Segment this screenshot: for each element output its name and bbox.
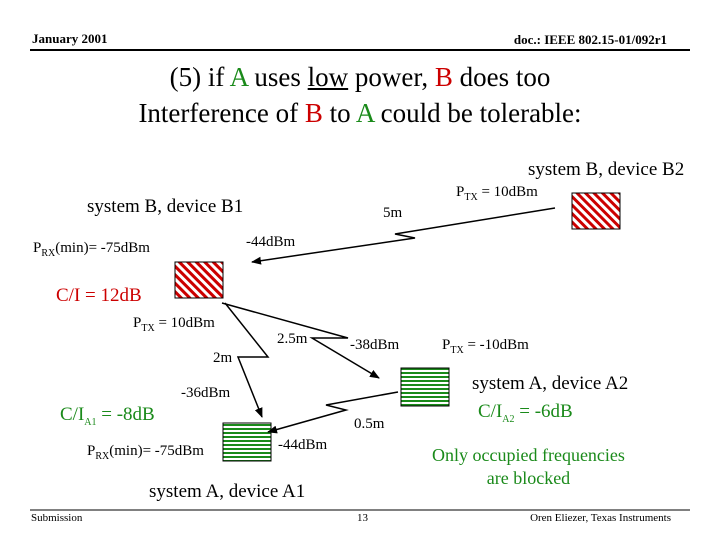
label-distance-0-5m: 0.5m (354, 416, 385, 432)
label-ci-b: C/I = 12dB (56, 285, 142, 306)
label-system-a-device-a1: system A, device A1 (149, 481, 306, 502)
arrow-b2-to-b1 (251, 207, 556, 265)
label-system-b-device-b1: system B, device B1 (87, 196, 244, 217)
label-prx-min-b: PRX(min)= -75dBm (33, 240, 150, 259)
label-level-36: -36dBm (181, 385, 231, 401)
label-prx-min-a: PRX(min)= -75dBm (87, 443, 204, 462)
arrow-b1-to-a1 (224, 302, 270, 418)
label-level-38: -38dBm (350, 337, 400, 353)
label-level-44-top: -44dBm (246, 234, 296, 250)
label-system-b-device-b2: system B, device B2 (528, 159, 685, 180)
title-system-b: B (434, 62, 453, 92)
label-ptx-b2: PTX = 10dBm (456, 184, 538, 203)
label-ci-a1: C/IA1 = -8dB (60, 404, 155, 428)
label-note: Only occupied frequencies are blocked (432, 445, 625, 488)
title-system-a: A (229, 62, 248, 92)
device-a2-block (400, 367, 450, 407)
label-level-44-bottom: -44dBm (278, 437, 328, 453)
label-distance-2-5m: 2.5m (277, 331, 308, 347)
label-ci-a2: C/IA2 = -6dB (478, 401, 573, 425)
header-rule (30, 49, 690, 51)
label-ptx-a2: PTX = -10dBm (442, 337, 529, 356)
arrow-b1-to-a2 (221, 302, 380, 379)
device-b1-block (174, 261, 224, 299)
footer-submission: Submission (31, 512, 83, 524)
header-date: January 2001 (32, 31, 108, 46)
title-low: low (307, 62, 349, 92)
title-line-2: Interference of B to A could be tolerabl… (138, 98, 582, 128)
device-a1-block (222, 422, 272, 462)
label-distance-5m: 5m (383, 205, 403, 221)
label-distance-2m: 2m (213, 350, 233, 366)
label-system-a-device-a2: system A, device A2 (472, 373, 629, 394)
title-line-1: (5) if A uses low power, B does too (169, 62, 551, 92)
footer-page-number: 13 (357, 512, 368, 524)
device-b2-block (571, 192, 621, 230)
arrow-a2-to-a1 (267, 391, 399, 434)
label-ptx-b1: PTX = 10dBm (133, 315, 215, 334)
header-doc-id: doc.: IEEE 802.15-01/092r1 (513, 32, 667, 47)
footer-author: Oren Eliezer, Texas Instruments (530, 512, 671, 524)
